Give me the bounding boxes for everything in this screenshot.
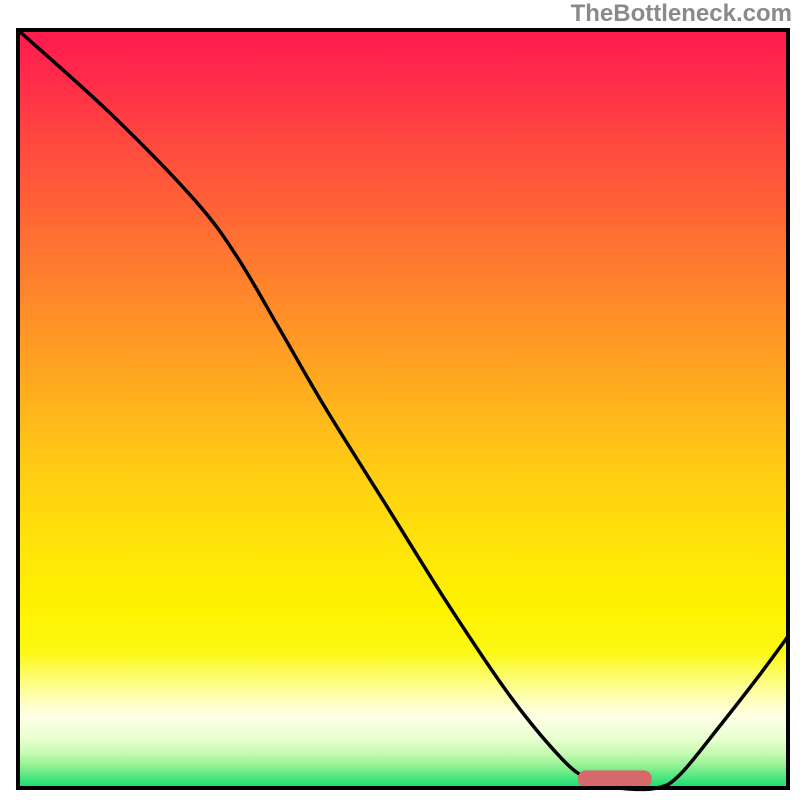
- gradient-v-chart: [0, 0, 800, 800]
- plot-background: [18, 30, 788, 788]
- optimum-marker: [578, 770, 652, 787]
- chart-container: TheBottleneck.com: [0, 0, 800, 800]
- watermark-text: TheBottleneck.com: [571, 0, 792, 28]
